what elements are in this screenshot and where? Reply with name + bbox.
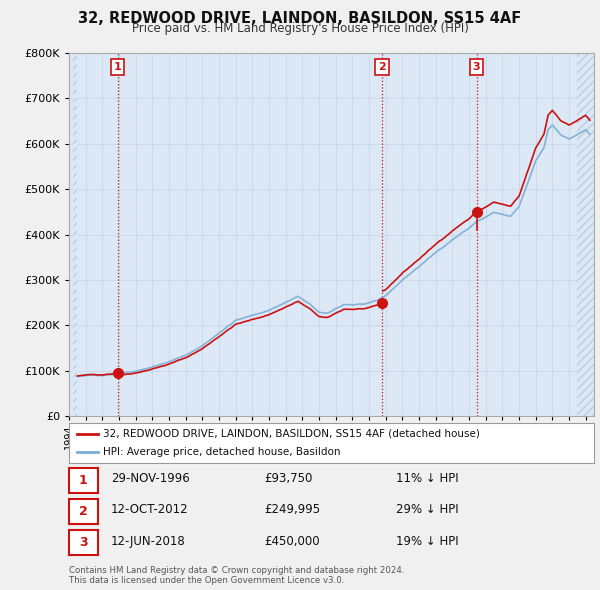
Text: 2: 2 bbox=[79, 505, 88, 518]
Text: 1: 1 bbox=[79, 474, 88, 487]
Text: 29-NOV-1996: 29-NOV-1996 bbox=[111, 472, 190, 485]
Text: £93,750: £93,750 bbox=[264, 472, 313, 485]
Text: 12-OCT-2012: 12-OCT-2012 bbox=[111, 503, 188, 516]
Text: 11% ↓ HPI: 11% ↓ HPI bbox=[396, 472, 458, 485]
Text: 32, REDWOOD DRIVE, LAINDON, BASILDON, SS15 4AF (detached house): 32, REDWOOD DRIVE, LAINDON, BASILDON, SS… bbox=[103, 429, 480, 439]
Text: 19% ↓ HPI: 19% ↓ HPI bbox=[396, 535, 458, 548]
Text: 3: 3 bbox=[473, 62, 481, 72]
Text: Contains HM Land Registry data © Crown copyright and database right 2024.
This d: Contains HM Land Registry data © Crown c… bbox=[69, 566, 404, 585]
Text: 29% ↓ HPI: 29% ↓ HPI bbox=[396, 503, 458, 516]
Text: HPI: Average price, detached house, Basildon: HPI: Average price, detached house, Basi… bbox=[103, 447, 341, 457]
Text: 1: 1 bbox=[113, 62, 121, 72]
Text: 12-JUN-2018: 12-JUN-2018 bbox=[111, 535, 186, 548]
Text: £450,000: £450,000 bbox=[264, 535, 320, 548]
Text: 3: 3 bbox=[79, 536, 88, 549]
Text: Price paid vs. HM Land Registry's House Price Index (HPI): Price paid vs. HM Land Registry's House … bbox=[131, 22, 469, 35]
Text: £249,995: £249,995 bbox=[264, 503, 320, 516]
Text: 32, REDWOOD DRIVE, LAINDON, BASILDON, SS15 4AF: 32, REDWOOD DRIVE, LAINDON, BASILDON, SS… bbox=[79, 11, 521, 25]
Text: 2: 2 bbox=[378, 62, 386, 72]
